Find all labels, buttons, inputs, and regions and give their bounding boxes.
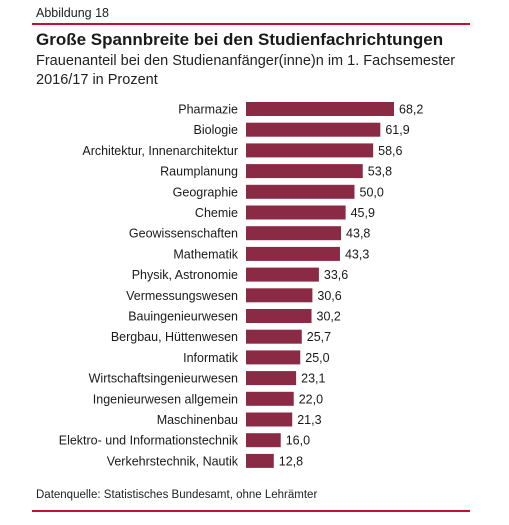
value-label: 68,2 [399, 103, 423, 117]
bar [246, 454, 274, 468]
source-note: Datenquelle: Statistisches Bundesamt, oh… [36, 489, 317, 501]
bar [246, 413, 292, 427]
top-rule [32, 23, 470, 25]
figure-label: Abbildung 18 [36, 6, 109, 20]
category-label: Biologie [194, 123, 239, 137]
bar [246, 288, 312, 302]
bar [246, 164, 363, 178]
category-label: Verkehrstechnik, Nautik [107, 454, 239, 468]
value-label: 12,8 [279, 454, 303, 468]
value-label: 45,9 [351, 206, 375, 220]
category-label: Bauingenieurwesen [128, 310, 238, 324]
category-label: Ingenieurwesen allgemein [93, 392, 238, 406]
bar [246, 433, 281, 447]
bar [246, 350, 300, 364]
bar [246, 226, 341, 240]
bar [246, 185, 355, 199]
bar [246, 392, 294, 406]
value-label: 21,3 [297, 413, 321, 427]
bar [246, 247, 340, 261]
category-label: Informatik [183, 351, 239, 365]
category-label: Elektro- und Informationstechnik [59, 434, 239, 448]
bottom-rule [32, 510, 470, 512]
category-label: Geographie [173, 185, 238, 199]
value-label: 33,6 [324, 268, 348, 282]
value-label: 30,6 [317, 289, 341, 303]
category-labels: Pharmazie Biologie Architektur, Innenarchi… [59, 103, 239, 469]
category-label: Raumplanung [160, 165, 238, 179]
bar [246, 102, 394, 116]
value-label: 53,8 [368, 165, 392, 179]
bar [246, 330, 302, 344]
category-label: Pharmazie [178, 103, 238, 117]
bar [246, 309, 312, 323]
value-label: 61,9 [385, 123, 409, 137]
category-label: Bergbau, Hüttenwesen [111, 330, 238, 344]
category-label: Mathematik [173, 247, 238, 261]
category-label: Chemie [195, 206, 238, 220]
category-label: Geowissenschaften [129, 227, 238, 241]
bar-chart: Pharmazie Biologie Architektur, Innenarchi… [0, 96, 509, 481]
value-label: 16,0 [286, 434, 310, 448]
bar [246, 371, 296, 385]
category-label: Wirtschaftsingenieurwesen [89, 372, 238, 386]
value-label: 25,0 [305, 351, 329, 365]
bar [246, 268, 319, 282]
category-label: Vermessungswesen [126, 289, 238, 303]
value-label: 43,3 [345, 247, 369, 261]
category-label: Architektur, Innenarchitektur [82, 144, 238, 158]
value-label: 25,7 [307, 330, 331, 344]
value-label: 50,0 [360, 185, 384, 199]
bar [246, 143, 373, 157]
value-label: 43,8 [346, 227, 370, 241]
category-label: Maschinenbau [157, 413, 238, 427]
value-label: 22,0 [299, 392, 323, 406]
chart-title: Große Spannbreite bei den Studienfachric… [36, 30, 443, 50]
value-label: 23,1 [301, 372, 325, 386]
category-label: Physik, Astronomie [132, 268, 238, 282]
value-label: 30,2 [317, 310, 341, 324]
bar [246, 123, 380, 137]
chart-subtitle: Frauenanteil bei den Studienanfänger(inn… [36, 52, 466, 90]
bar [246, 206, 346, 220]
value-label: 58,6 [378, 144, 402, 158]
